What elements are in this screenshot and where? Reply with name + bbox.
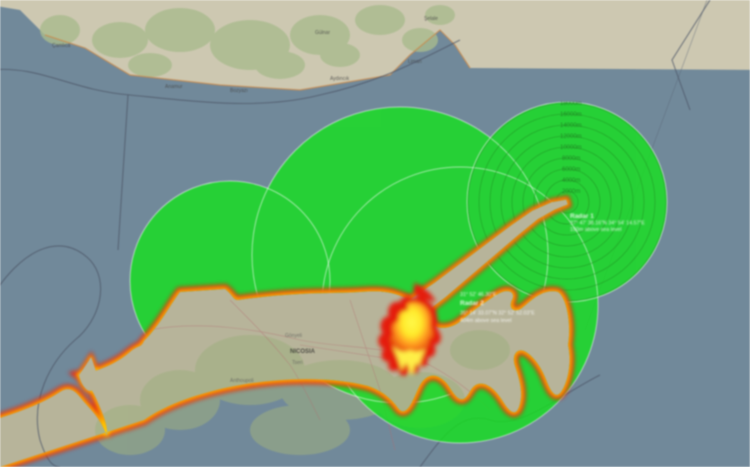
svg-text:12000m: 12000m <box>560 134 582 140</box>
svg-text:404m above sea level: 404m above sea level <box>460 318 512 324</box>
svg-text:4000m: 4000m <box>562 178 580 184</box>
svg-text:8000m: 8000m <box>562 156 580 162</box>
svg-text:150m above sea level: 150m above sea level <box>570 227 622 233</box>
svg-text:2000m: 2000m <box>562 189 580 195</box>
svg-text:Radar 2: Radar 2 <box>460 300 484 307</box>
svg-text:Anamur: Anamur <box>165 84 183 90</box>
svg-text:Radar 1: Radar 1 <box>570 213 594 220</box>
svg-text:Bozyazı: Bozyazı <box>230 88 248 94</box>
svg-text:Aydıncık: Aydıncık <box>330 76 350 82</box>
svg-text:37° 47' 38.16"N 34° 54' 14.57": 37° 47' 38.16"N 34° 54' 14.57"E <box>570 221 645 227</box>
svg-text:14000m: 14000m <box>560 123 582 129</box>
svg-text:6000m: 6000m <box>562 167 580 173</box>
svg-text:Şelale: Şelale <box>424 16 438 22</box>
svg-text:Gülnar: Gülnar <box>315 30 330 36</box>
svg-text:16000m: 16000m <box>560 112 582 118</box>
svg-text:31° 52' 46.30"E: 31° 52' 46.30"E <box>460 292 497 298</box>
svg-text:35° 14' 33.07"N 32° 52' 52.03": 35° 14' 33.07"N 32° 52' 52.03"E <box>460 311 535 317</box>
svg-text:18000m: 18000m <box>560 101 582 107</box>
svg-text:Çamlıca: Çamlıca <box>52 43 71 49</box>
svg-text:10000m: 10000m <box>560 145 582 151</box>
